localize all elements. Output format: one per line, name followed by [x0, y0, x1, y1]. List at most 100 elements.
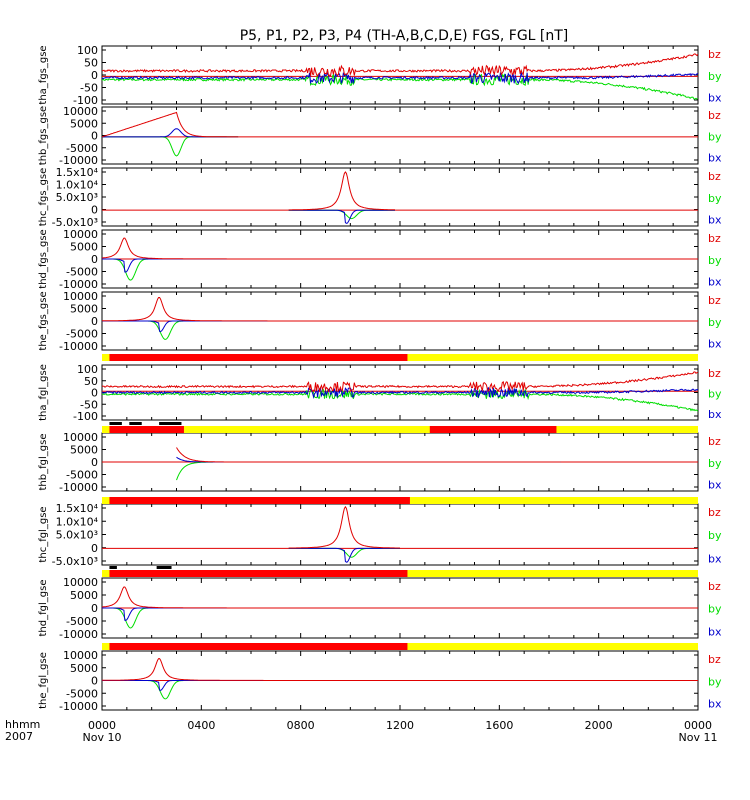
y-tick-label: 10000	[63, 105, 98, 118]
series-bx	[288, 209, 395, 224]
y-tick-label: 0	[91, 542, 98, 555]
y-tick-label: 5000	[70, 117, 98, 130]
y-tick-label: -5000	[66, 687, 98, 700]
legend-bz: bz	[708, 109, 721, 122]
y-tick-label: -50	[80, 82, 98, 95]
legend-bz: bz	[708, 580, 721, 593]
series-bz	[102, 658, 698, 681]
series-bz	[176, 447, 561, 463]
legend-bx: bx	[708, 276, 722, 289]
series-bz	[102, 111, 239, 138]
panel-frame	[101, 106, 699, 165]
y-tick-label: 100	[77, 44, 98, 57]
flag-bar-red	[109, 354, 408, 361]
legend-bz: bz	[708, 48, 721, 61]
y-tick-label: 10000	[63, 228, 98, 241]
y-tick-label: 0	[91, 69, 98, 82]
legend-by: by	[708, 70, 722, 83]
panel-ylabel: thc_fgl_gse	[38, 506, 49, 562]
x-tick-label: 0800	[287, 719, 315, 732]
x-tick-label: 0000	[684, 719, 712, 732]
series-by	[102, 72, 698, 100]
flag-bar-red	[109, 497, 410, 504]
legend-bz: bz	[708, 232, 721, 245]
series-bz	[102, 297, 698, 322]
legend-bx: bx	[708, 408, 722, 421]
legend-by: by	[708, 192, 722, 205]
series-bz	[102, 586, 698, 609]
legend-by: by	[708, 457, 722, 470]
year-label: 2007	[5, 730, 33, 743]
y-tick-label: 0	[91, 130, 98, 143]
legend-by: by	[708, 387, 722, 400]
legend-bz: bz	[708, 506, 721, 519]
y-tick-label: -5000	[66, 266, 98, 279]
panel-ylabel: tha_fgs_gse	[38, 45, 49, 104]
series-bx	[102, 258, 698, 273]
y-tick-label: 50	[84, 375, 98, 388]
time-label: hhmm	[5, 718, 40, 731]
y-tick-label: -5000	[66, 615, 98, 628]
legend-bx: bx	[708, 479, 722, 492]
y-tick-label: 5.0x10³	[56, 529, 98, 542]
y-tick-label: 1.0x10⁴	[56, 179, 99, 192]
flag-bar-red	[109, 426, 184, 433]
y-tick-label: 5.0x10³	[56, 191, 98, 204]
series-bz	[102, 237, 698, 260]
legend-bx: bx	[708, 338, 722, 351]
y-tick-label: 1.5x10⁴	[56, 166, 99, 179]
y-tick-label: -5.0x10³	[52, 555, 98, 568]
flag-mark	[159, 422, 182, 425]
legend-by: by	[708, 130, 722, 143]
y-tick-label: -10000	[59, 340, 98, 353]
legend-bx: bx	[708, 152, 722, 165]
legend-bx: bx	[708, 214, 722, 227]
legend-by: by	[708, 254, 722, 267]
series-by	[102, 607, 698, 629]
panel-frame	[101, 45, 699, 105]
y-tick-label: 5000	[70, 241, 98, 254]
y-tick-label: 0	[91, 315, 98, 328]
y-tick-label: 5000	[70, 589, 98, 602]
series-by	[102, 258, 698, 281]
y-tick-label: 0	[91, 387, 98, 400]
y-tick-label: 10000	[63, 649, 98, 662]
y-tick-label: 5000	[70, 662, 98, 675]
legend-bz: bz	[708, 653, 721, 666]
flag-bar-red	[109, 643, 408, 650]
y-tick-label: 10000	[63, 431, 98, 444]
y-tick-label: -5.0x10³	[52, 216, 98, 229]
panel-ylabel: thd_fgl_gse	[38, 580, 49, 637]
y-tick-label: -5000	[66, 469, 98, 482]
legend-bx: bx	[708, 92, 722, 105]
y-tick-label: 10000	[63, 290, 98, 303]
flag-bar-red	[109, 570, 408, 577]
y-tick-label: -10000	[59, 154, 98, 167]
y-tick-label: 0	[91, 253, 98, 266]
series-by	[102, 388, 698, 412]
panel-ylabel: thb_fgs_gse	[38, 106, 49, 165]
y-tick-label: -5000	[66, 142, 98, 155]
legend-by: by	[708, 529, 722, 542]
y-tick-label: 0	[91, 602, 98, 615]
flag-mark	[109, 566, 117, 569]
y-tick-label: -10000	[59, 481, 98, 494]
y-tick-label: -50	[80, 398, 98, 411]
y-tick-label: 5000	[70, 303, 98, 316]
series-bx	[102, 680, 698, 691]
series-bz	[102, 371, 698, 393]
y-tick-label: 0	[91, 456, 98, 469]
y-tick-label: 100	[77, 363, 98, 376]
series-bx	[288, 547, 400, 563]
y-tick-label: 0	[91, 204, 98, 217]
chart-title: P5, P1, P2, P3, P4 (TH-A,B,C,D,E) FGS, F…	[240, 28, 569, 44]
panel-ylabel: thd_fgs_gse	[38, 229, 49, 288]
legend-bz: bz	[708, 367, 721, 380]
panel-ylabel: thc_fgs_gse	[38, 168, 49, 227]
y-tick-label: -5000	[66, 328, 98, 341]
legend-bz: bz	[708, 294, 721, 307]
y-tick-label: 1.0x10⁴	[56, 515, 99, 528]
flag-mark	[129, 422, 142, 425]
